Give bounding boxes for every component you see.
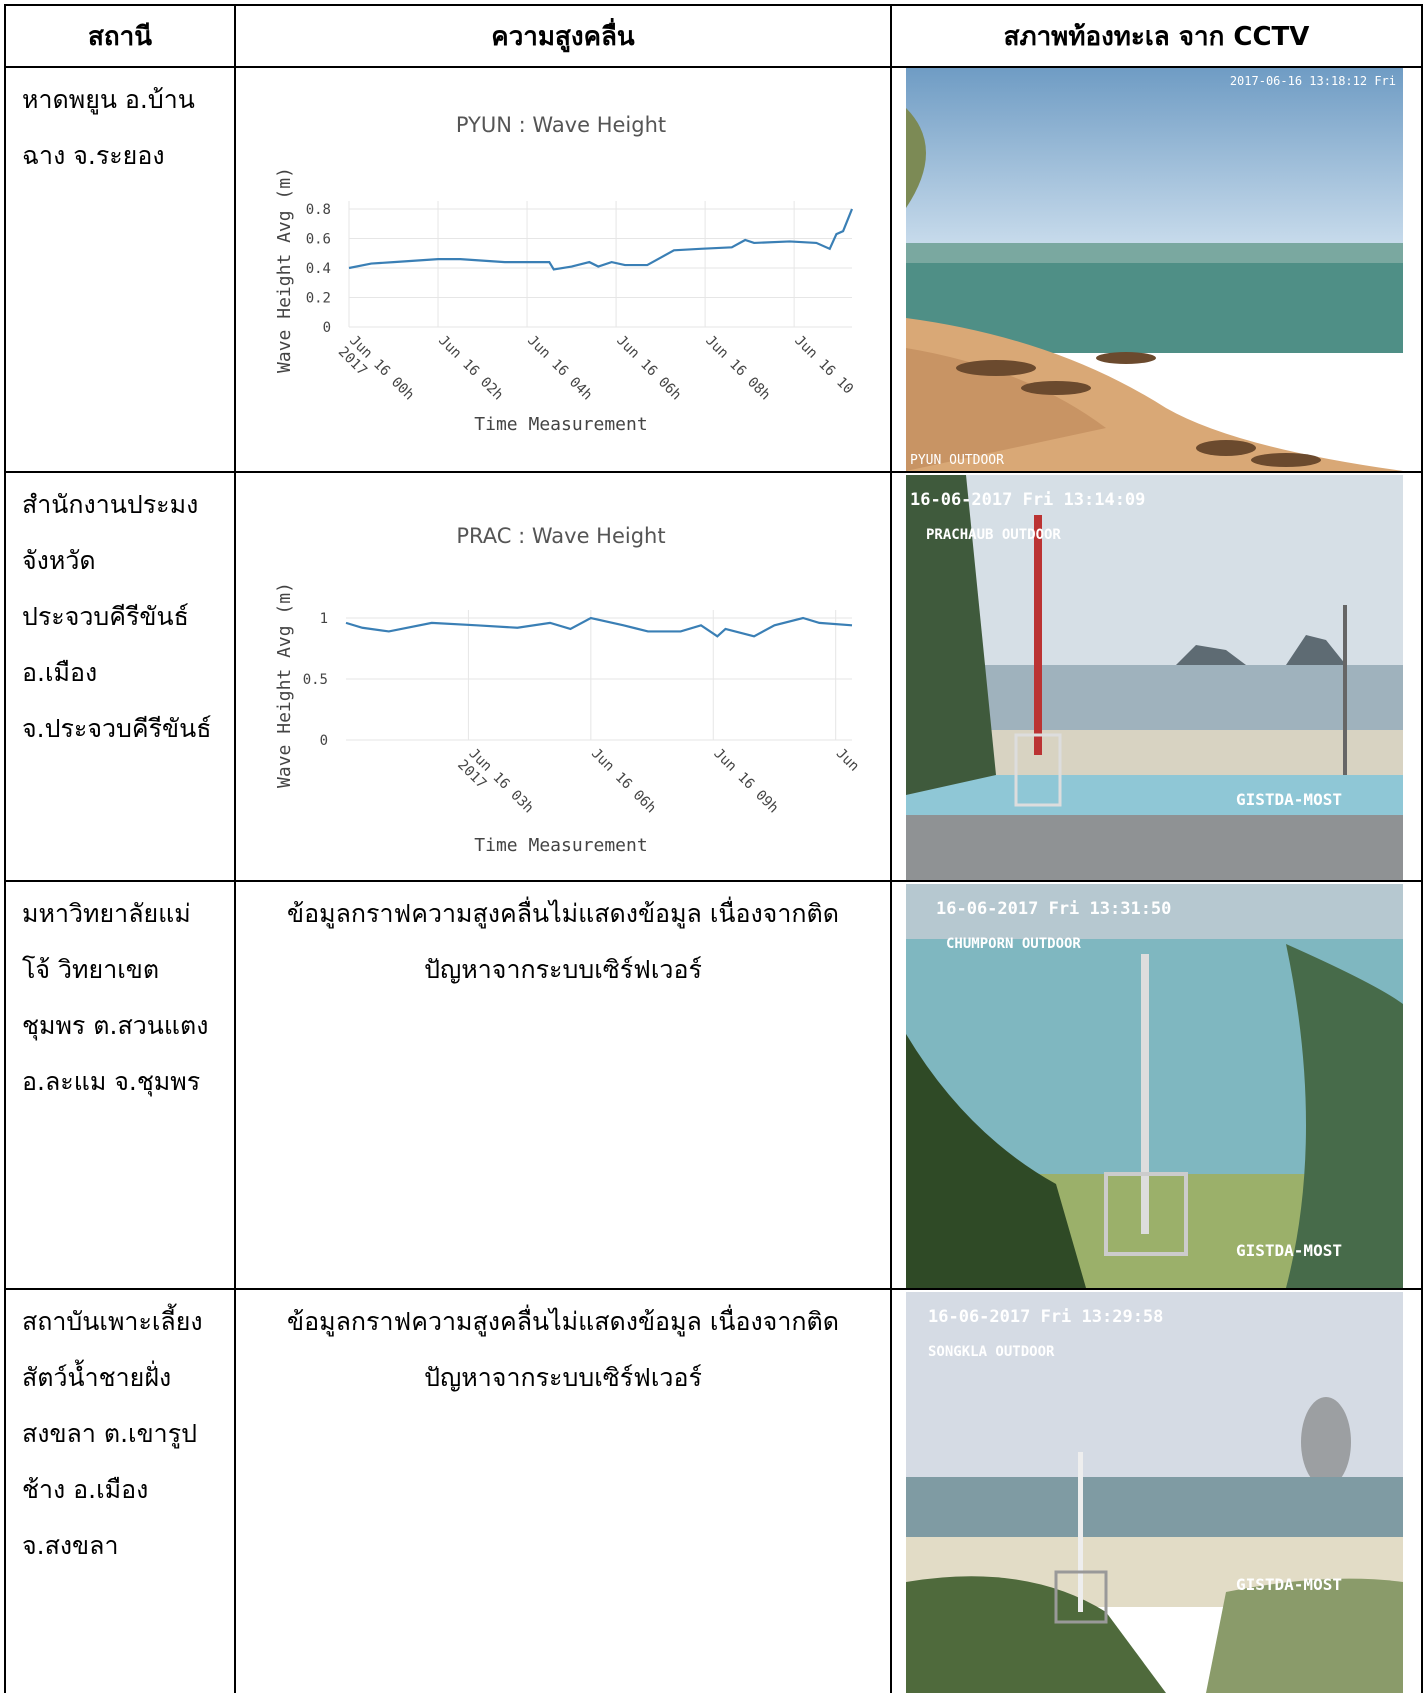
station-cell: สำนักงานประมงจังหวัดประจวบคีรีขันธ์อ.เมื…	[6, 473, 234, 757]
x-tick-label: Jun 16 03h2017	[454, 746, 536, 828]
header-cell: ความสูงคลื่น	[491, 22, 635, 52]
cctv-timestamp: 16-06-2017 Fri 13:14:09	[910, 490, 1145, 510]
station-cell: สถาบันเพาะเลี้ยงสัตว์น้ำชายฝั่งสงขลา ต.เ…	[6, 1290, 234, 1574]
text-line: จ.สงขลา	[22, 1531, 119, 1560]
text-line: จ.ประจวบคีรีขันธ์	[22, 714, 212, 743]
x-tick-label: Jun 16 06h	[613, 333, 684, 404]
cctv-timestamp: 2017-06-16 13:18:12 Fri	[1230, 74, 1396, 88]
cctv-credit: GISTDA-MOST	[1236, 790, 1342, 809]
row-line	[4, 471, 1423, 473]
message-cell: ข้อมูลกราฟความสูงคลื่นไม่แสดงข้อมูล เนื่…	[236, 882, 890, 998]
y-axis-label: Wave Height Avg (m)	[274, 167, 295, 373]
chart-title: PRAC : Wave Height	[456, 524, 665, 548]
cctv-timestamp: 16-06-2017 Fri 13:29:58	[928, 1307, 1163, 1327]
text-line: สงขลา ต.เขารูป	[22, 1419, 198, 1448]
text-line: สถาบันเพาะเลี้ยง	[22, 1307, 203, 1336]
y-tick-label: 1	[320, 611, 328, 627]
table-border	[4, 4, 1423, 6]
x-tick-label: Jun 16 10h	[791, 333, 862, 404]
text-line: สำนักงานประมง	[22, 490, 199, 519]
header-cell: สภาพท้องทะเล จาก CCTV	[1003, 22, 1310, 52]
wave-line	[345, 616, 853, 638]
cctv-site: PRACHAUB OUTDOOR	[926, 527, 1061, 543]
text-line: ปัญหาจากระบบเซิร์ฟเวอร์	[424, 1363, 702, 1392]
x-tick-label: Jun 16 08h	[702, 333, 773, 404]
text-line: จังหวัด	[22, 546, 96, 575]
text-line: สัตว์น้ำชายฝั่ง	[22, 1363, 172, 1392]
row-line	[4, 880, 1423, 882]
x-tick-label: Jun 16 00h2017	[335, 333, 417, 415]
cctv-site: CHUMPORN OUTDOOR	[946, 936, 1081, 952]
text-line: ช้าง อ.เมือง	[22, 1475, 149, 1504]
x-tick-label: Jun 16 04h	[524, 333, 595, 404]
y-tick-label: 0.8	[306, 202, 331, 218]
wave-line	[348, 208, 854, 271]
x-tick-label: Jun 1	[833, 746, 874, 787]
x-tick-label: Jun 16 06h	[588, 746, 659, 817]
y-tick-label: 0	[320, 733, 328, 749]
message-cell: ข้อมูลกราฟความสูงคลื่นไม่แสดงข้อมูล เนื่…	[236, 1290, 890, 1406]
x-axis-label: Time Measurement	[474, 835, 647, 856]
wave-chart: PRAC : Wave Height Wave Height Avg (m) Tim…	[274, 524, 874, 856]
y-tick-label: 0.4	[306, 261, 331, 277]
text-line: อ.เมือง	[22, 658, 98, 687]
cctv-timestamp: 16-06-2017 Fri 13:31:50	[936, 899, 1171, 919]
text-line: ข้อมูลกราฟความสูงคลื่นไม่แสดงข้อมูล เนื่…	[287, 899, 839, 928]
cctv-credit: GISTDA-MOST	[1236, 1241, 1342, 1260]
y-axis-label: Wave Height Avg (m)	[274, 582, 295, 788]
row-line	[4, 66, 1423, 68]
y-tick-label: 0.2	[306, 291, 331, 307]
text-line: ประจวบคีรีขันธ์	[22, 602, 189, 631]
col-line	[4, 4, 6, 1693]
station-cell: มหาวิทยาลัยแม่โจ้ วิทยาเขตชุมพร ต.สวนแตง…	[6, 882, 234, 1110]
y-tick-label: 0	[323, 320, 331, 336]
x-tick-label: Jun 16 09h	[710, 746, 781, 817]
cctv-image: 16-06-2017 Fri 13:29:58 SONGKLA OUTDOOR …	[906, 1292, 1403, 1693]
cctv-site: SONGKLA OUTDOOR	[928, 1344, 1055, 1360]
cctv-image: 16-06-2017 Fri 13:14:09 PRACHAUB OUTDOOR…	[906, 475, 1403, 880]
text-line: หาดพยูน อ.บ้าน	[22, 85, 195, 114]
y-tick-label: 0.5	[303, 672, 328, 688]
cctv-image: 16-06-2017 Fri 13:31:50 CHUMPORN OUTDOOR…	[906, 884, 1403, 1288]
text-line: ข้อมูลกราฟความสูงคลื่นไม่แสดงข้อมูล เนื่…	[287, 1307, 839, 1336]
text-line: มหาวิทยาลัยแม่	[22, 899, 191, 928]
wave-chart: PYUN : Wave Height Wave Height Avg (m) Tim…	[274, 113, 862, 435]
cctv-image: 2017-06-16 13:18:12 Fri PYUN OUTDOOR	[906, 68, 1403, 471]
x-tick-label: Jun 16 02h	[435, 333, 506, 404]
row-line	[4, 1288, 1423, 1290]
col-line	[890, 4, 892, 1693]
header-cell: สถานี	[88, 22, 152, 52]
text-line: อ.ละแม จ.ชุมพร	[22, 1067, 201, 1096]
text-line: โจ้ วิทยาเขต	[22, 955, 160, 984]
y-tick-label: 0.6	[306, 232, 331, 248]
x-axis-label: Time Measurement	[474, 414, 647, 435]
col-line	[1421, 4, 1423, 1693]
cctv-site: PYUN OUTDOOR	[910, 453, 1004, 468]
text-line: ฉาง จ.ระยอง	[22, 141, 165, 170]
chart-title: PYUN : Wave Height	[456, 113, 666, 137]
col-line	[234, 4, 236, 1693]
station-cell: หาดพยูน อ.บ้านฉาง จ.ระยอง	[6, 68, 234, 184]
cctv-credit: GISTDA-MOST	[1236, 1575, 1342, 1594]
text-line: ชุมพร ต.สวนแตง	[22, 1011, 209, 1040]
text-line: ปัญหาจากระบบเซิร์ฟเวอร์	[424, 955, 702, 984]
